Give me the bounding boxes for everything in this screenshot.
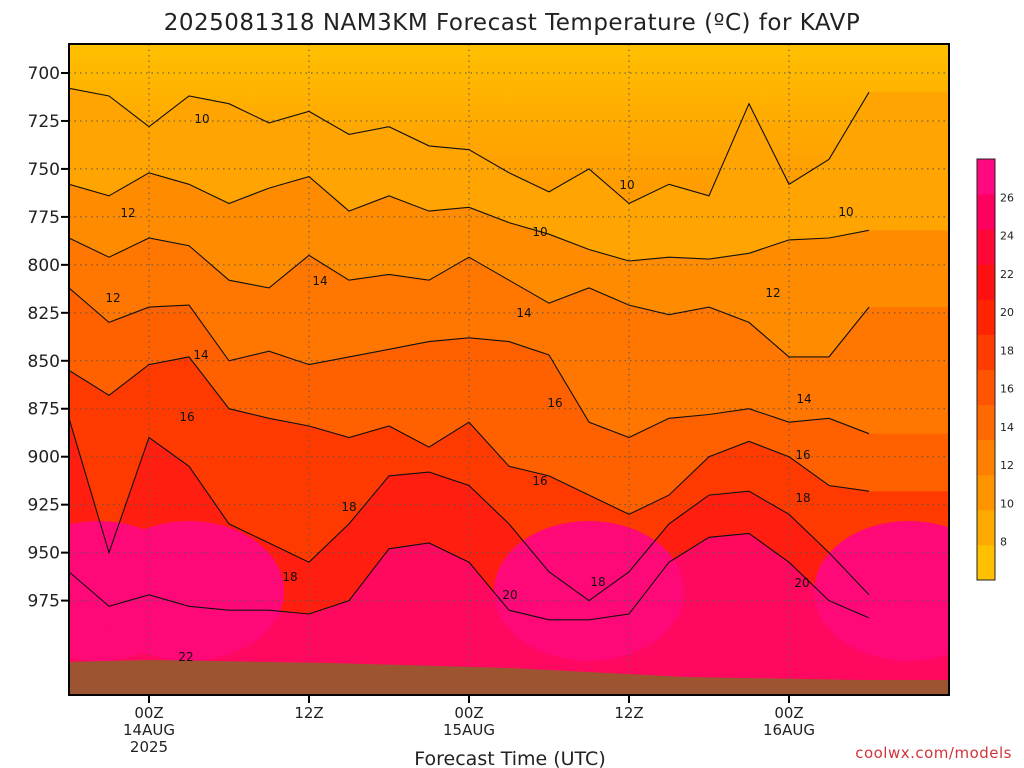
y-tick-label: 775 bbox=[28, 208, 60, 228]
x-tick-label: 00Z bbox=[774, 704, 803, 722]
y-tick-label: 950 bbox=[28, 544, 60, 564]
plot-area bbox=[69, 44, 949, 695]
colorbar-tick-label: 20 bbox=[1000, 306, 1014, 319]
contour-label: 12 bbox=[120, 206, 135, 220]
colorbar-cell bbox=[977, 509, 995, 546]
y-tick-label: 900 bbox=[28, 448, 60, 468]
contour-label: 14 bbox=[516, 306, 531, 320]
x-tick-label: 12Z bbox=[294, 704, 323, 722]
contour-10 bbox=[69, 87, 870, 205]
x-tick-label: 14AUG bbox=[123, 721, 175, 739]
contour-label: 10 bbox=[838, 205, 853, 219]
colorbar-cell bbox=[977, 194, 995, 230]
y-axis: 700 725 750 775 800 825 850 875 900 925 950 975 bbox=[28, 64, 69, 612]
contours bbox=[69, 87, 870, 621]
colorbar-tick-label: 24 bbox=[1000, 230, 1014, 243]
contour-label: 20 bbox=[502, 588, 517, 602]
credit-text: coolwx.com/models bbox=[855, 744, 1012, 762]
colorbar-cell bbox=[977, 229, 995, 265]
contour-label: 14 bbox=[193, 348, 208, 362]
contour-label: 18 bbox=[590, 575, 605, 589]
contour-label: 10 bbox=[194, 112, 209, 126]
y-tick-label: 825 bbox=[28, 304, 60, 324]
contour-20 bbox=[69, 418, 870, 602]
terrain bbox=[69, 660, 949, 695]
colorbar: 8 10 12 14 16 18 20 22 24 26 bbox=[976, 158, 1014, 581]
contour-16 bbox=[69, 287, 870, 439]
warm-pocket-1 bbox=[94, 521, 284, 661]
y-tick-label: 850 bbox=[28, 352, 60, 372]
contour-12 bbox=[69, 172, 870, 262]
contour-label: 18 bbox=[795, 491, 810, 505]
temperature-bands bbox=[69, 88, 949, 695]
contour-label: 14 bbox=[796, 392, 811, 406]
contour-label: 16 bbox=[179, 410, 194, 424]
colorbar-cell bbox=[977, 369, 995, 406]
colorbar-tick-label: 8 bbox=[1000, 536, 1007, 549]
x-tick-label: 00Z bbox=[134, 704, 163, 722]
colorbar-cell bbox=[977, 334, 995, 370]
contour-18 bbox=[69, 356, 870, 515]
y-tick-label: 875 bbox=[28, 400, 60, 420]
contour-label: 12 bbox=[105, 291, 120, 305]
grid bbox=[69, 44, 949, 695]
colorbar-cell bbox=[977, 404, 995, 441]
colorbar-tick-label: 10 bbox=[1000, 497, 1014, 510]
contour-label: 16 bbox=[532, 474, 547, 488]
colorbar-cell bbox=[977, 159, 995, 195]
contour-label: 14 bbox=[312, 274, 327, 288]
x-tick-label: 16AUG bbox=[763, 721, 815, 739]
y-tick-label: 700 bbox=[28, 64, 60, 84]
colorbar-frame bbox=[976, 158, 996, 581]
y-tick-label: 725 bbox=[28, 112, 60, 132]
contour-labels: 10 10 10 10 12 12 12 14 14 14 14 16 16 16 16 18 18 18 18 20… bbox=[105, 112, 853, 664]
contour-label: 10 bbox=[619, 178, 634, 192]
colorbar-cell bbox=[977, 544, 995, 581]
warm-pocket-3 bbox=[814, 521, 949, 661]
warm-pockets bbox=[69, 521, 949, 661]
contour-label: 16 bbox=[547, 396, 562, 410]
contour-14 bbox=[69, 237, 870, 358]
plot-frame bbox=[68, 43, 950, 696]
chart-title: 2025081318 NAM3KM Forecast Temperature (… bbox=[164, 10, 861, 36]
warm-pocket-2 bbox=[494, 521, 684, 661]
contour-label: 16 bbox=[795, 448, 810, 462]
contour-label: 18 bbox=[282, 570, 297, 584]
contour-label: 22 bbox=[178, 650, 193, 664]
x-tick-label: 2025 bbox=[130, 738, 168, 756]
x-tick-label: 00Z bbox=[454, 704, 483, 722]
colorbar-tick-label: 14 bbox=[1000, 421, 1014, 434]
contour-label: 10 bbox=[532, 225, 547, 239]
contour-label: 20 bbox=[794, 576, 809, 590]
colorbar-cell bbox=[977, 264, 995, 300]
colorbar-cell bbox=[977, 474, 995, 511]
y-tick-label: 800 bbox=[28, 256, 60, 276]
contour-22 bbox=[69, 532, 870, 621]
colorbar-tick-label: 26 bbox=[1000, 191, 1014, 204]
colorbar-tick-label: 18 bbox=[1000, 344, 1014, 357]
colorbar-cell bbox=[977, 439, 995, 476]
colorbar-tick-label: 16 bbox=[1000, 383, 1014, 396]
y-tick-label: 750 bbox=[28, 160, 60, 180]
colorbar-tick-label: 12 bbox=[1000, 459, 1014, 472]
x-axis-label: Forecast Time (UTC) bbox=[414, 748, 605, 768]
colorbar-cell bbox=[977, 299, 995, 335]
y-tick-label: 925 bbox=[28, 496, 60, 516]
y-tick-label: 975 bbox=[28, 592, 60, 612]
x-tick-label: 12Z bbox=[614, 704, 643, 722]
contour-label: 18 bbox=[341, 500, 356, 514]
contour-label: 12 bbox=[765, 286, 780, 300]
x-tick-label: 15AUG bbox=[443, 721, 495, 739]
colorbar-tick-label: 22 bbox=[1000, 268, 1014, 281]
